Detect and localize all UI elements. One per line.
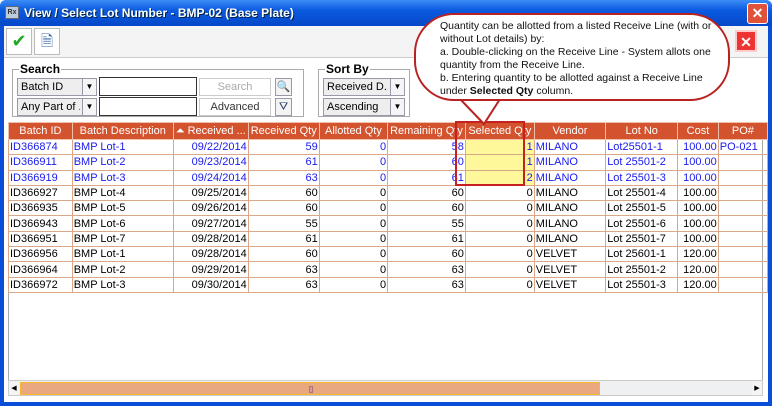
document-view-icon: 🗎 [40,33,54,50]
combo-value: Received D... [327,81,388,93]
table-cell: 09/30/2014 [172,276,249,293]
magnifier-icon: 🔍 [276,81,291,93]
scroll-right-icon[interactable]: ▶ [752,382,762,395]
table-row[interactable]: ID366935 BMP Lot-5 09/26/2014 60 0 60 0 MILANO L… [8,200,769,217]
window-close-button[interactable]: ✕ [747,3,768,24]
close-button[interactable]: ✕ [735,30,757,52]
table-cell: 63 [247,261,320,278]
table-cell: BMP Lot-4 [71,184,174,202]
table-cell: BMP Lot-2 [71,261,174,278]
view-document-button[interactable]: 🗎 [34,28,60,55]
table-cell: 09/28/2014 [172,246,249,263]
table-cell: VELVET [533,276,607,293]
selected-qty-cell[interactable]: 1 [464,154,535,171]
table-row[interactable]: ID366972 BMP Lot-3 09/30/2014 63 0 63 0 VELVET L… [8,276,769,293]
search-input-2[interactable] [99,97,197,116]
horizontal-scrollbar[interactable]: ◀ ▶ [8,380,763,396]
chevron-down-icon: ▼ [390,99,404,115]
close-icon: ✕ [740,34,752,50]
callout-text-3b: Selected Qty [469,85,534,97]
table-cell: 09/28/2014 [172,230,249,248]
table-cell: 09/29/2014 [172,261,249,278]
column-header[interactable]: Received Qty [247,122,320,140]
window-title: View / Select Lot Number - BMP-02 (Base … [24,6,294,20]
table-cell: ID366935 [8,200,73,217]
table-cell: ID366874 [8,138,73,156]
table-cell: MILANO [533,169,607,186]
table-cell: Lot 25501-4 [605,184,679,202]
scrollbar-thumb[interactable] [20,382,600,395]
sort-order-combo[interactable]: Ascending ▼ [323,98,405,116]
table-cell: PO-021 [717,138,769,156]
table-row[interactable]: ID366951 BMP Lot-7 09/28/2014 61 0 61 0 MILANO L… [8,230,769,248]
combo-value: Ascending [327,101,379,113]
chevron-down-icon: ▼ [82,99,96,115]
table-cell [717,276,769,293]
grip-icon [309,386,313,393]
column-header[interactable]: Allotted Qty [318,122,389,140]
column-header[interactable]: Vendor [533,122,607,140]
column-header[interactable]: Lot No [605,122,679,140]
callout-text-3c: column. [533,85,574,97]
search-icon-button[interactable]: 🔍 [275,78,292,96]
table-cell: 63 [247,276,320,293]
help-callout: Quantity can be allotted from a listed R… [414,13,730,101]
sort-group: Sort By Received D... ▼ Ascending ▼ [318,62,410,117]
advanced-search-icon: ⛛ [278,101,289,113]
table-cell: ID366943 [8,215,73,232]
table-cell: 100.00 [677,154,719,171]
advanced-search-icon-button[interactable]: ⛛ [275,98,292,116]
table-cell: 100.00 [677,230,719,248]
search-group: Search Batch ID ▼ Search 🔍 Any Part of ..… [12,62,304,117]
table-cell: MILANO [533,215,607,232]
table-cell: Lot 25501-2 [605,154,679,171]
table-cell: BMP Lot-3 [71,276,174,293]
combo-value: Any Part of ... [21,101,80,113]
table-cell: Lot 25501-2 [605,261,679,278]
table-cell: MILANO [533,138,607,156]
table-cell: 63 [387,276,466,293]
sort-label: Sort By [325,62,370,76]
table-cell: Lot 25601-1 [605,246,679,263]
table-cell: 120.00 [677,246,719,263]
app-icon: Rx [5,6,19,19]
column-header[interactable]: Batch Description [71,122,174,140]
search-input-1[interactable] [99,77,197,96]
table-cell: Lot 25501-3 [605,276,679,293]
table-cell: ID366972 [8,276,73,293]
chevron-down-icon: ▼ [82,79,96,95]
scroll-left-icon[interactable]: ◀ [9,382,19,395]
match-type-combo[interactable]: Any Part of ...▼ [17,98,97,116]
sort-field-combo[interactable]: Received D... ▼ [323,78,405,96]
checkmark-icon: ✔ [11,31,27,51]
table-row[interactable]: ID366874 BMP Lot-1 09/22/2014 59 0 58 1 MILANO L… [8,138,769,156]
callout-text-3: b. Entering quantity to be allotted agai… [440,72,714,98]
table-cell: 0 [318,276,389,293]
table-cell: 63 [387,261,466,278]
callout-text-2: a. Double-clicking on the Receive Line -… [440,46,711,71]
table-cell: MILANO [533,230,607,248]
table-cell: 100.00 [677,200,719,217]
table-row[interactable]: ID366943 BMP Lot-6 09/27/2014 55 0 55 0 MILANO L… [8,215,769,232]
advanced-button[interactable]: Advanced [199,98,271,116]
table-cell: 09/26/2014 [172,200,249,217]
search-label: Search [19,62,62,76]
combo-value: Batch ID [21,81,64,93]
column-header[interactable]: Remaining Qty [387,122,466,140]
table-cell: BMP Lot-7 [71,230,174,248]
table-cell: 120.00 [677,276,719,293]
callout-text-1: Quantity can be allotted from a listed R… [440,20,712,45]
search-button[interactable]: Search [199,78,271,96]
selected-qty-cell[interactable]: 2 [464,169,535,186]
lot-table: Batch ID Batch Description ⏶ Received ... R… [8,122,769,293]
ok-button[interactable]: ✔ [6,28,32,55]
table-cell: ID366964 [8,261,73,278]
table-cell: ID366919 [8,169,73,186]
search-field-combo[interactable]: Batch ID ▼ [17,78,97,96]
callout-text-3a: b. Entering quantity to be allotted agai… [440,72,703,97]
table-cell: MILANO [533,154,607,171]
chevron-down-icon: ▼ [390,79,404,95]
